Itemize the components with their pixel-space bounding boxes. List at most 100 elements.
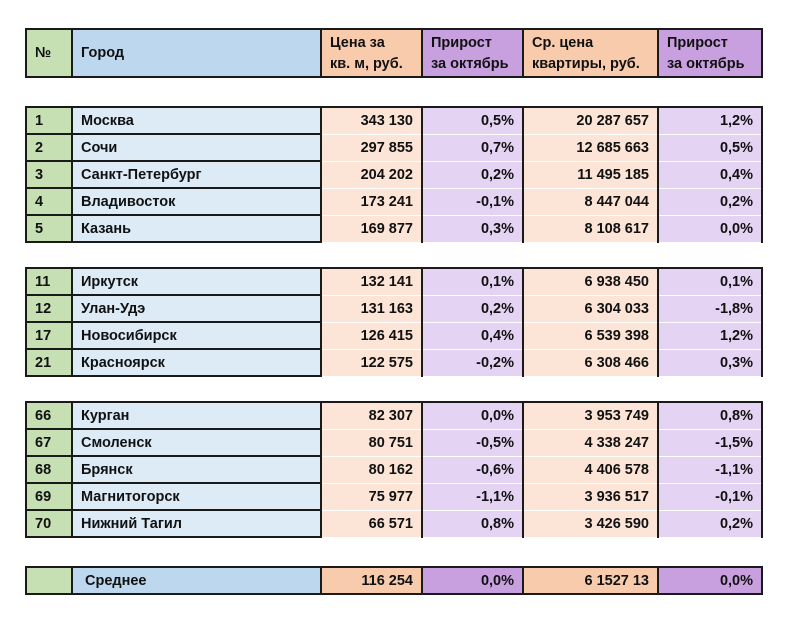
growth-avg-cell: 0,0%: [658, 215, 763, 243]
price-m2-cell: 297 855: [321, 134, 423, 162]
rank-cell: 11: [25, 267, 73, 296]
price-m2-cell: 343 130: [321, 106, 423, 135]
growth-m2-cell: 0,4%: [422, 322, 524, 350]
header-avg-price-line1: Ср. цена: [532, 35, 594, 51]
rank-cell: 17: [25, 322, 73, 350]
header-price-m2-line1: Цена за: [330, 35, 385, 51]
growth-avg-cell: -1,5%: [658, 429, 763, 457]
price-m2-cell: 126 415: [321, 322, 423, 350]
header-row: № Город Цена за кв. м, руб. Прирост за окт…: [25, 28, 763, 78]
spacer-cell: [26, 77, 762, 107]
growth-avg-cell: 0,1%: [658, 267, 763, 296]
avg-price-cell: 4 406 578: [523, 456, 659, 484]
rank-cell: 68: [25, 456, 73, 484]
growth-avg-cell: 0,2%: [658, 188, 763, 216]
city-cell: Владивосток: [72, 188, 322, 216]
header-avg-price-line2: квартиры, руб.: [532, 56, 640, 72]
rank-cell: 66: [25, 401, 73, 430]
growth-avg-cell: 0,4%: [658, 161, 763, 189]
table-body: № Город Цена за кв. м, руб. Прирост за окт…: [25, 28, 763, 595]
header-growth-avg-line2: за октябрь: [667, 56, 745, 72]
growth-avg-cell: -1,8%: [658, 295, 763, 323]
city-cell: Санкт-Петербург: [72, 161, 322, 189]
growth-m2-cell: -0,1%: [422, 188, 524, 216]
city-cell: Иркутск: [72, 267, 322, 296]
header-growth-m2-line2: за октябрь: [431, 56, 509, 72]
price-m2-cell: 169 877: [321, 215, 423, 243]
growth-m2-cell: -0,2%: [422, 349, 524, 377]
spacer-cell: [26, 242, 762, 268]
avg-price-cell: 8 108 617: [523, 215, 659, 243]
header-growth-avg-line1: Прирост: [667, 35, 728, 51]
city-price-table-container: № Город Цена за кв. м, руб. Прирост за окт…: [25, 28, 763, 595]
growth-m2-cell: -0,6%: [422, 456, 524, 484]
avg-price-cell: 6 539 398: [523, 322, 659, 350]
growth-m2-cell: 0,7%: [422, 134, 524, 162]
group-spacer: [26, 537, 762, 567]
summary-price-m2-cell: 116 254: [321, 566, 423, 595]
table-row: 2 Сочи 297 855 0,7% 12 685 663 0,5%: [25, 134, 763, 162]
city-cell: Казань: [72, 215, 322, 243]
table-row: 3 Санкт-Петербург 204 202 0,2% 11 495 185 0,4…: [25, 161, 763, 189]
summary-growth-avg-cell: 0,0%: [658, 566, 763, 595]
price-m2-cell: 173 241: [321, 188, 423, 216]
header-growth-m2: Прирост за октябрь: [421, 28, 524, 78]
growth-avg-cell: -1,1%: [658, 456, 763, 484]
growth-m2-cell: 0,0%: [422, 401, 524, 430]
table-row: 5 Казань 169 877 0,3% 8 108 617 0,0%: [25, 215, 763, 243]
growth-avg-cell: 0,2%: [658, 510, 763, 538]
price-m2-cell: 122 575: [321, 349, 423, 377]
avg-price-cell: 6 308 466: [523, 349, 659, 377]
growth-m2-cell: 0,8%: [422, 510, 524, 538]
city-cell: Магнитогорск: [72, 483, 322, 511]
table-row: 21 Красноярск 122 575 -0,2% 6 308 466 0,3%: [25, 349, 763, 377]
spacer-cell: [26, 537, 762, 567]
growth-m2-cell: 0,3%: [422, 215, 524, 243]
avg-price-cell: 6 938 450: [523, 267, 659, 296]
rank-cell: 21: [25, 349, 73, 377]
summary-growth-m2-cell: 0,0%: [422, 566, 524, 595]
price-m2-cell: 80 162: [321, 456, 423, 484]
city-cell: Смоленск: [72, 429, 322, 457]
group-spacer: [26, 376, 762, 402]
table-row: 66 Курган 82 307 0,0% 3 953 749 0,8%: [25, 401, 763, 430]
city-cell: Новосибирск: [72, 322, 322, 350]
city-cell: Красноярск: [72, 349, 322, 377]
city-price-table: № Город Цена за кв. м, руб. Прирост за окт…: [25, 28, 763, 595]
avg-price-cell: 3 426 590: [523, 510, 659, 538]
growth-avg-cell: 0,5%: [658, 134, 763, 162]
group-spacer: [26, 242, 762, 268]
avg-price-cell: 3 953 749: [523, 401, 659, 430]
rank-cell: 70: [25, 510, 73, 538]
table-row: 17 Новосибирск 126 415 0,4% 6 539 398 1,2%: [25, 322, 763, 350]
header-growth-avg: Прирост за октябрь: [657, 28, 763, 78]
city-cell: Улан-Удэ: [72, 295, 322, 323]
rank-cell: 1: [25, 106, 73, 135]
table-row: 68 Брянск 80 162 -0,6% 4 406 578 -1,1%: [25, 456, 763, 484]
rank-cell: 3: [25, 161, 73, 189]
avg-price-cell: 8 447 044: [523, 188, 659, 216]
rank-cell: 2: [25, 134, 73, 162]
rank-cell: 4: [25, 188, 73, 216]
summary-rank-cell: [25, 566, 73, 595]
group-spacer: [26, 77, 762, 107]
table-row: 67 Смоленск 80 751 -0,5% 4 338 247 -1,5%: [25, 429, 763, 457]
table-row: 4 Владивосток 173 241 -0,1% 8 447 044 0,2%: [25, 188, 763, 216]
rank-cell: 69: [25, 483, 73, 511]
city-cell: Курган: [72, 401, 322, 430]
growth-avg-cell: 0,3%: [658, 349, 763, 377]
summary-row: Среднее 116 254 0,0% 6 1527 13 0,0%: [25, 566, 763, 595]
growth-m2-cell: -0,5%: [422, 429, 524, 457]
growth-avg-cell: -0,1%: [658, 483, 763, 511]
avg-price-cell: 11 495 185: [523, 161, 659, 189]
table-row: 11 Иркутск 132 141 0,1% 6 938 450 0,1%: [25, 267, 763, 296]
table-row: 1 Москва 343 130 0,5% 20 287 657 1,2%: [25, 106, 763, 135]
city-cell: Брянск: [72, 456, 322, 484]
city-cell: Сочи: [72, 134, 322, 162]
price-m2-cell: 204 202: [321, 161, 423, 189]
rank-cell: 12: [25, 295, 73, 323]
city-cell: Нижний Тагил: [72, 510, 322, 538]
avg-price-cell: 20 287 657: [523, 106, 659, 135]
table-row: 12 Улан-Удэ 131 163 0,2% 6 304 033 -1,8%: [25, 295, 763, 323]
header-num: №: [25, 28, 73, 78]
